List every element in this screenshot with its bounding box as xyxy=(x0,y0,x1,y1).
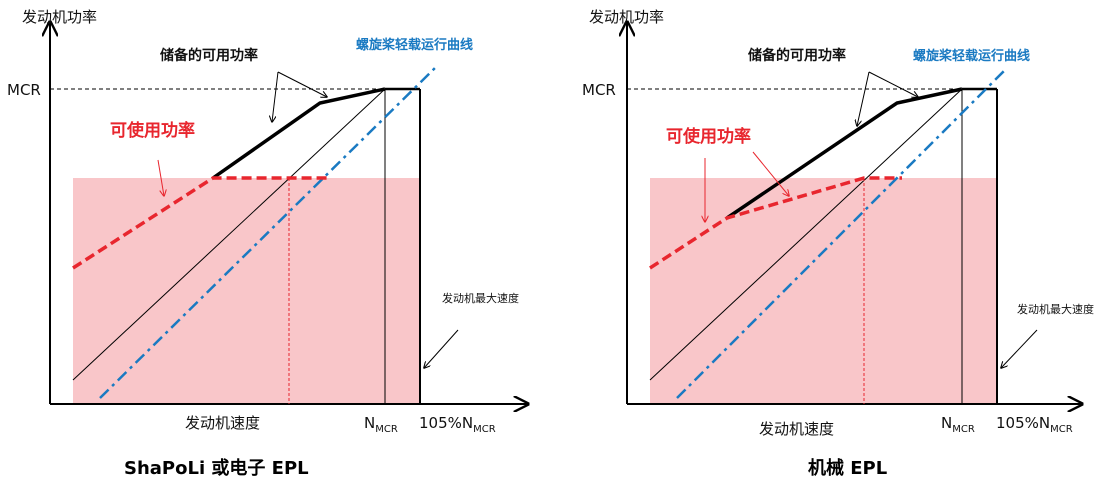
available-power-curve xyxy=(649,176,902,270)
max-speed-label: 发动机最大速度 xyxy=(442,291,519,305)
engine-load-line xyxy=(72,88,386,381)
left-diagram-panel: 发动机功率 MCR 发动机速度 NMCR 105%NMCR 储备的可用功率 可使… xyxy=(7,8,554,479)
right-diagram-panel: 发动机功率 MCR 发动机速度 NMCR 105%NMCR 储备的可用功率 可使… xyxy=(577,0,1107,479)
mcr-label: MCR xyxy=(582,81,616,99)
nmcr-label: NMCR xyxy=(364,414,398,435)
y-axis-label: 发动机功率 xyxy=(22,8,97,26)
usable-region-fill xyxy=(73,178,420,404)
mcr-label: MCR xyxy=(7,81,41,99)
reserve-power-arrow-2 xyxy=(868,71,918,97)
reserve-power-arrow-2 xyxy=(277,71,327,97)
reserve-power-label: 储备的可用功率 xyxy=(159,47,258,64)
max-speed-arrow xyxy=(424,329,459,368)
right-diagram-svg: 发动机功率 MCR 发动机速度 NMCR 105%NMCR 储备的可用功率 可使… xyxy=(582,8,1094,479)
reserve-power-curve xyxy=(726,87,963,220)
reserve-power-arrow-1 xyxy=(857,71,870,126)
x-axis-label: 发动机速度 xyxy=(759,420,834,438)
propeller-light-running-curve xyxy=(676,67,1008,399)
available-power-arrow-2 xyxy=(752,151,789,196)
available-power-arrow xyxy=(157,159,164,196)
left-diagram-svg: 发动机功率 MCR 发动机速度 NMCR 105%NMCR 储备的可用功率 可使… xyxy=(7,8,554,479)
available-power-label: 可使用功率 xyxy=(666,126,751,147)
engine-load-line xyxy=(649,88,963,381)
y-axis-label: 发动机功率 xyxy=(589,8,664,26)
right-caption: 机械 EPL xyxy=(808,457,887,479)
max-speed-label: 发动机最大速度 xyxy=(1017,302,1094,316)
left-caption: ShaPoLi 或电子 EPL xyxy=(124,457,309,479)
n105-label: 105%NMCR xyxy=(419,414,496,435)
reserve-power-curve xyxy=(211,87,386,180)
reserve-power-arrow-1 xyxy=(272,71,279,122)
n105-label: 105%NMCR xyxy=(996,414,1073,435)
available-power-curve xyxy=(72,176,330,270)
propeller-light-running-curve xyxy=(99,67,436,399)
x-axis-label: 发动机速度 xyxy=(185,414,260,432)
available-power-label: 可使用功率 xyxy=(110,120,195,141)
propeller-curve-label: 螺旋桨轻载运行曲线 xyxy=(913,48,1030,64)
nmcr-label: NMCR xyxy=(941,414,975,435)
max-speed-arrow xyxy=(1001,329,1038,368)
reserve-power-label: 储备的可用功率 xyxy=(747,47,846,64)
propeller-curve-label: 螺旋桨轻载运行曲线 xyxy=(356,37,473,53)
usable-region-fill xyxy=(650,178,997,404)
